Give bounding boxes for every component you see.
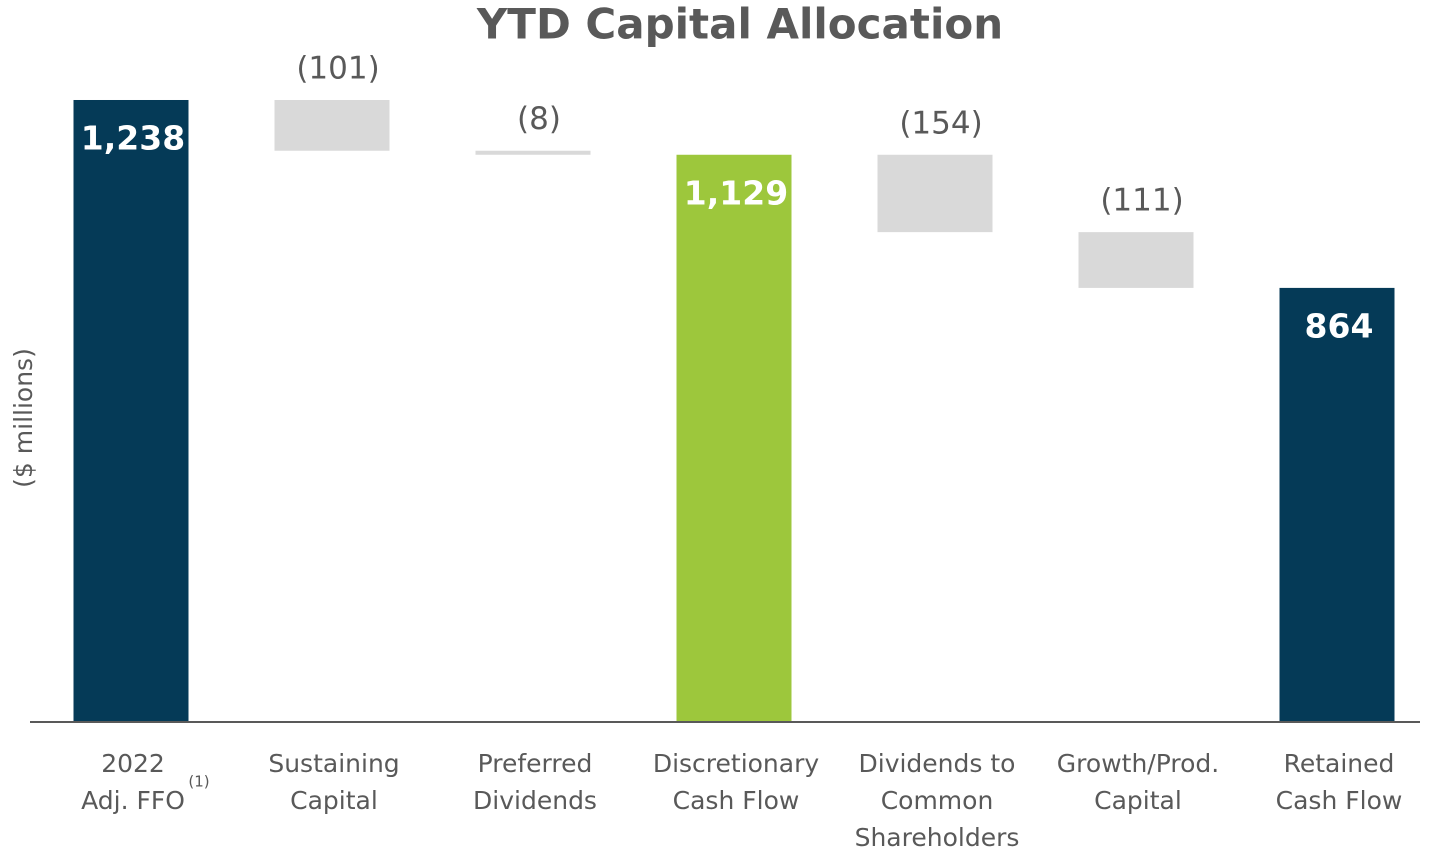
y-axis-label: ($ millions)	[9, 348, 38, 488]
chart-title: YTD Capital Allocation	[476, 0, 1003, 49]
total-bar	[1279, 287, 1395, 722]
x-tick-label: Common	[881, 786, 994, 815]
change-bar	[877, 154, 993, 233]
x-tick-label: Discretionary	[653, 749, 820, 778]
data-label: 864	[1305, 306, 1374, 345]
data-label: (111)	[1100, 183, 1183, 219]
total-bar	[73, 99, 189, 723]
x-tick-label: 2022	[101, 749, 165, 778]
total-bar	[676, 154, 792, 722]
x-tick-label: Growth/Prod.	[1057, 749, 1219, 778]
data-label: (8)	[517, 101, 561, 137]
x-tick-label: Preferred	[478, 749, 593, 778]
data-label: 1,129	[684, 173, 788, 212]
change-bar	[1078, 232, 1194, 288]
x-tick-label: Capital	[290, 786, 378, 815]
x-tick-label: Adj. FFO	[81, 786, 185, 815]
x-tick-label: Retained	[1284, 749, 1395, 778]
x-tick-label: Cash Flow	[673, 786, 800, 815]
x-tick-label: Shareholders	[855, 823, 1020, 852]
x-tick-label: Capital	[1094, 786, 1182, 815]
change-bar	[274, 99, 390, 151]
x-tick-label: Sustaining	[268, 749, 399, 778]
x-tick-label: Dividends to	[859, 749, 1016, 778]
footnote-marker: (1)	[188, 773, 209, 791]
data-label: (101)	[296, 50, 379, 86]
x-tick-label: Dividends	[473, 786, 597, 815]
x-tick-label: Cash Flow	[1276, 786, 1403, 815]
change-bar	[475, 150, 591, 155]
data-label: (154)	[899, 105, 982, 141]
data-label: 1,238	[81, 118, 185, 157]
